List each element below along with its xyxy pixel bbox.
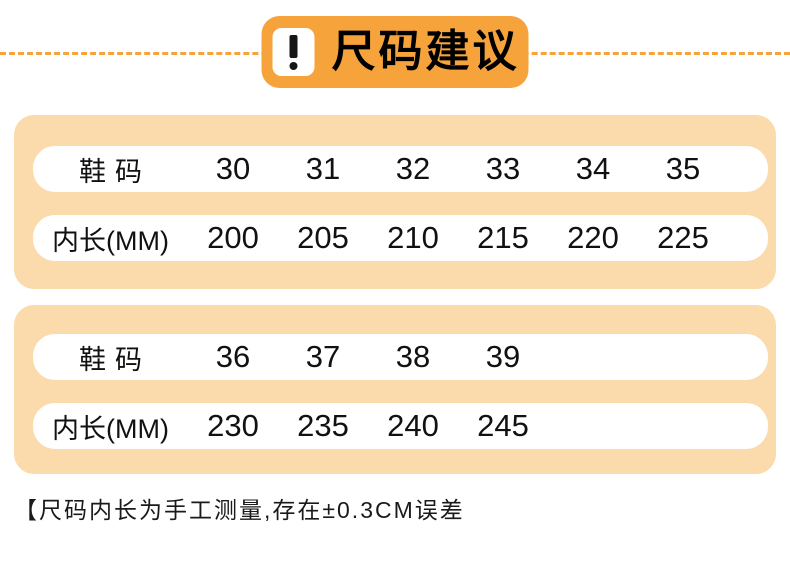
size-cell: 31: [305, 151, 341, 186]
length-cell: 200: [207, 220, 259, 255]
table-row-inner-length: 内长(MM) 230 235 240 245: [33, 403, 768, 449]
length-cell: 230: [207, 408, 259, 443]
footnote: 【尺码内长为手工测量,存在±0.3CM误差: [14, 497, 465, 523]
length-cell: 220: [567, 220, 619, 255]
length-cell: 225: [657, 220, 709, 255]
length-cell: 240: [387, 408, 439, 443]
size-cell: 30: [215, 151, 251, 186]
table-row-shoe-size: 鞋码 30 31 32 33 34 35: [33, 146, 768, 192]
exclamation-dot: [289, 61, 298, 70]
exclamation-bar: [289, 34, 298, 58]
size-cell: 36: [215, 339, 251, 374]
header: 尺码建议: [0, 0, 790, 115]
row-label-shoe-size: 鞋码: [79, 156, 151, 187]
row-label-inner-length: 内长(MM): [52, 225, 169, 256]
size-guide-page: 尺码建议 鞋码 30 31 32 33 34 35 内长(MM) 200 205…: [0, 0, 790, 523]
size-cell: 32: [395, 151, 431, 186]
length-cell: 210: [387, 220, 439, 255]
length-cell: 235: [297, 408, 349, 443]
size-cell: 37: [305, 339, 341, 374]
size-cell: 39: [485, 339, 521, 374]
exclamation-icon: [272, 28, 315, 76]
length-cell: 215: [477, 220, 529, 255]
size-table-36-39: 鞋码 36 37 38 39 内长(MM) 230 235 240 245: [14, 305, 776, 474]
title-badge: 尺码建议: [261, 16, 529, 88]
page-title: 尺码建议: [331, 27, 520, 76]
row-label-shoe-size: 鞋码: [79, 344, 151, 375]
length-cell: 205: [297, 220, 349, 255]
size-table-30-35: 鞋码 30 31 32 33 34 35 内长(MM) 200 205 210 …: [14, 115, 776, 289]
size-cell: 35: [665, 151, 701, 186]
table-row-inner-length: 内长(MM) 200 205 210 215 220 225: [33, 215, 768, 261]
length-cell: 245: [477, 408, 529, 443]
size-cell: 33: [485, 151, 521, 186]
size-cell: 34: [575, 151, 611, 186]
row-label-inner-length: 内长(MM): [52, 413, 169, 444]
size-cell: 38: [395, 339, 431, 374]
table-row-shoe-size: 鞋码 36 37 38 39: [33, 334, 768, 380]
